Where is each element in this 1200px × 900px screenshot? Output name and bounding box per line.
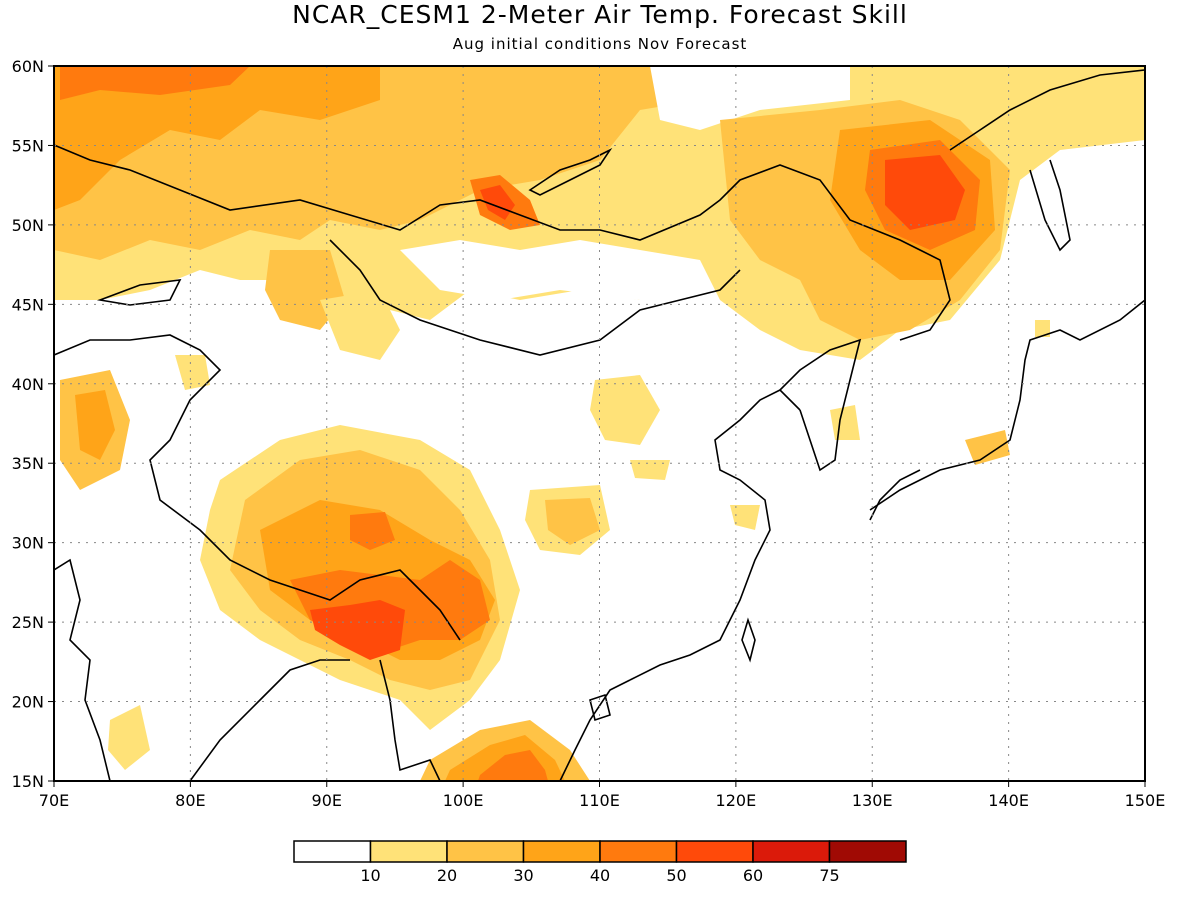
- lat-ticks: 15N 20N 25N 30N 35N 40N 45N 50N 55N 60N: [12, 57, 54, 791]
- skill-area: [75, 390, 115, 460]
- lat-tick-label: 60N: [12, 57, 44, 76]
- coast-line: [589, 693, 611, 722]
- lat-tick-label: 25N: [12, 613, 44, 632]
- border-line: [54, 144, 951, 341]
- skill-area: [830, 405, 860, 440]
- lon-tick-label: 120E: [716, 791, 757, 810]
- coast-line: [741, 617, 756, 663]
- legend-swatch: [369, 840, 448, 863]
- skill-area: [545, 498, 600, 545]
- skill-area: [310, 600, 405, 660]
- skill-gap: [650, 66, 850, 130]
- skill-area: [965, 430, 1010, 465]
- lon-tick-label: 140E: [988, 791, 1029, 810]
- lon-tick-label: 130E: [852, 791, 893, 810]
- skill-area: [480, 185, 515, 220]
- skill-area: [60, 66, 250, 100]
- legend-swatch: [828, 840, 907, 863]
- lon-tick-label: 100E: [443, 791, 484, 810]
- legend-label: 60: [743, 866, 763, 885]
- lat-tick-label: 15N: [12, 772, 44, 791]
- coast-line: [629, 389, 801, 681]
- lat-tick-label: 20N: [12, 693, 44, 712]
- lat-tick-label: 30N: [12, 534, 44, 553]
- legend-swatch: [599, 840, 678, 863]
- legend-label: 30: [513, 866, 533, 885]
- map-subtitle: Aug initial conditions Nov Forecast: [452, 35, 748, 53]
- legend-label: 75: [819, 866, 839, 885]
- lon-tick-label: 110E: [579, 791, 620, 810]
- coast-line: [189, 659, 350, 781]
- border-line: [329, 239, 741, 356]
- skill-area: [885, 155, 965, 230]
- skill-area: [320, 290, 400, 360]
- legend-swatch: [675, 840, 754, 863]
- legend-swatch: [293, 840, 372, 863]
- skill-area: [478, 750, 548, 781]
- lat-tick-label: 40N: [12, 375, 44, 394]
- map-grid: [54, 66, 1145, 781]
- lat-tick-label: 50N: [12, 216, 44, 235]
- skill-area: [175, 355, 210, 390]
- coast-line: [379, 659, 441, 781]
- coast-line: [949, 69, 1145, 151]
- coast-line: [1029, 159, 1071, 252]
- skill-area: [108, 705, 150, 770]
- lat-tick-label: 45N: [12, 295, 44, 314]
- skill-area: [350, 512, 395, 550]
- skill-area: [630, 460, 670, 480]
- coast-line: [54, 558, 111, 781]
- skill-area: [54, 66, 380, 210]
- coast-line: [96, 279, 182, 306]
- legend-swatch: [446, 840, 525, 863]
- lon-tick-label: 150E: [1125, 791, 1166, 810]
- legend-swatch: [752, 840, 831, 863]
- skill-gap: [400, 240, 720, 300]
- lat-tick-label: 35N: [12, 454, 44, 473]
- lon-tick-label: 80E: [175, 791, 205, 810]
- lon-tick-label: 70E: [39, 791, 69, 810]
- coast-line: [528, 147, 613, 196]
- legend-swatch: [522, 840, 601, 863]
- legend-label: 40: [590, 866, 610, 885]
- border-line: [54, 334, 461, 641]
- skill-area: [590, 375, 660, 445]
- legend-label: 10: [360, 866, 380, 885]
- lat-tick-label: 55N: [12, 136, 44, 155]
- coast-line: [779, 338, 862, 472]
- coast-line: [559, 679, 631, 781]
- coastlines: [54, 69, 1145, 781]
- coast-line: [869, 299, 1145, 511]
- lon-tick-label: 90E: [312, 791, 342, 810]
- legend-label: 50: [666, 866, 686, 885]
- skill-area: [730, 505, 760, 530]
- legend-label: 20: [437, 866, 457, 885]
- lon-ticks: 70E 80E 90E 100E 110E 120E 130E 140E 150E: [39, 781, 1166, 810]
- map-title: NCAR_CESM1 2-Meter Air Temp. Forecast Sk…: [292, 0, 908, 29]
- skill-area: [1035, 320, 1050, 337]
- coast-line: [869, 469, 921, 521]
